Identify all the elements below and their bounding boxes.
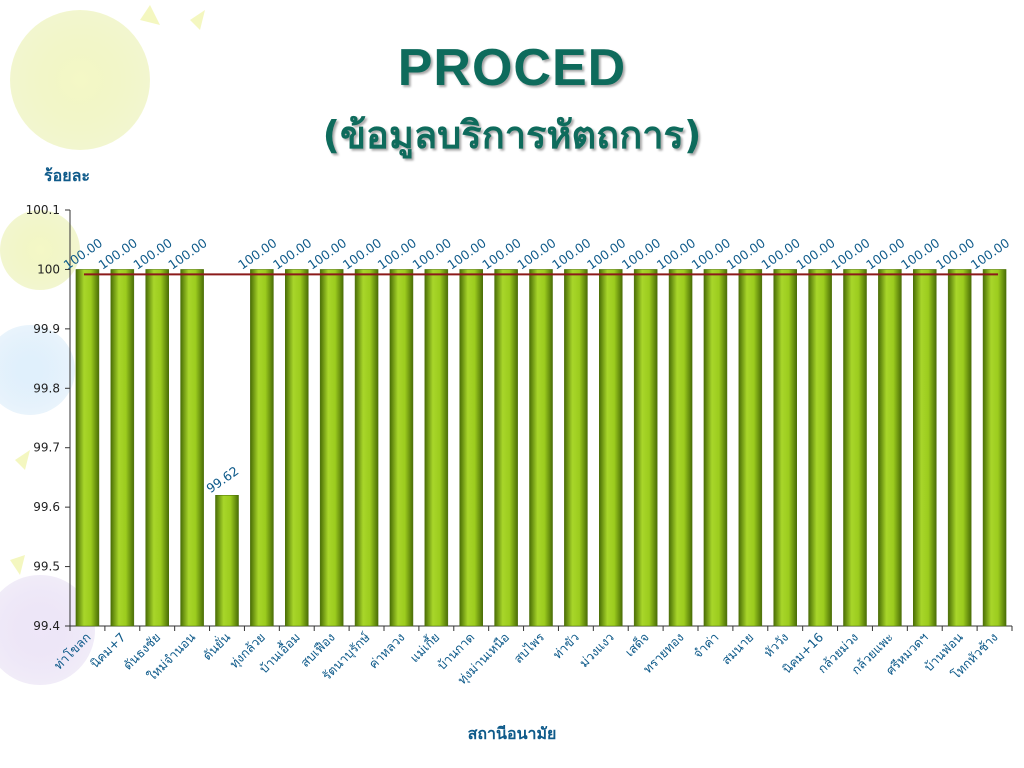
data-label: 100.00 (793, 235, 837, 272)
y-tick-label: 99.6 (33, 500, 60, 514)
y-tick-label: 100.1 (26, 203, 60, 217)
bar (668, 269, 693, 627)
bar (354, 269, 379, 627)
x-tick-label: ม่วงแงว (576, 630, 617, 671)
y-tick-label: 99.9 (33, 322, 60, 336)
data-label: 100.00 (305, 235, 349, 272)
x-tick-label: ท่าโขลก (51, 630, 94, 673)
y-tick-label: 100 (37, 262, 60, 276)
bar (215, 495, 239, 627)
bar (878, 269, 902, 627)
bar (389, 269, 414, 627)
data-label: 100.00 (514, 235, 558, 272)
data-label: 100.00 (235, 235, 279, 272)
bar (110, 269, 135, 627)
bar (599, 269, 623, 627)
data-label: 100.00 (619, 235, 663, 272)
bar (808, 269, 832, 627)
x-tick-label: ท่าขัว (550, 630, 582, 662)
y-tick-label: 99.5 (33, 560, 60, 574)
y-tick-label: 99.8 (33, 381, 60, 395)
data-label: 100.00 (96, 235, 140, 272)
bar (180, 269, 204, 627)
bar (913, 269, 937, 627)
bar (982, 269, 1007, 627)
bar (947, 269, 972, 627)
x-tick-label: ค่าหลวง (366, 630, 408, 672)
x-tick-label: จำค่า (690, 630, 722, 662)
data-label: 99.62 (203, 463, 241, 496)
x-tick-label: หัววัง (761, 630, 792, 661)
data-label: 100.00 (968, 235, 1012, 272)
data-label: 100.00 (828, 235, 872, 272)
bar (319, 269, 344, 627)
data-label: 100.00 (724, 235, 768, 272)
data-label: 100.00 (270, 235, 314, 272)
data-label: 100.00 (758, 235, 802, 272)
bar (843, 269, 867, 627)
chart-bars (75, 269, 1007, 627)
data-label: 100.00 (654, 235, 698, 272)
data-label: 100.00 (584, 235, 628, 272)
bar (285, 269, 309, 627)
data-label: 100.00 (130, 235, 174, 272)
x-tick-label: เสด็จ (622, 630, 652, 660)
data-label: 100.00 (479, 235, 523, 272)
y-tick-label: 99.7 (33, 441, 60, 455)
bar (459, 269, 483, 627)
data-label: 100.00 (549, 235, 593, 272)
bar (773, 269, 797, 627)
bar (738, 269, 763, 627)
data-label: 100.00 (689, 235, 733, 272)
data-label: 100.00 (165, 235, 209, 272)
data-label: 100.00 (898, 235, 942, 272)
bar (494, 269, 518, 627)
data-label: 100.00 (863, 235, 907, 272)
data-label: 100.00 (410, 235, 454, 272)
x-tick-label: สบไพร (510, 629, 547, 666)
y-axis-label: ร้อยละ (44, 166, 90, 185)
bar (703, 269, 728, 627)
data-label: 100.00 (340, 235, 384, 272)
data-label: 100.00 (444, 235, 488, 272)
x-axis-label: สถานีอนามัย (467, 724, 557, 743)
bar (633, 269, 658, 627)
page-subtitle: (ข้อมูลบริการหัตถการ) (322, 113, 702, 157)
data-label: 100.00 (933, 235, 977, 272)
y-tick-label: 99.4 (33, 619, 60, 633)
bar (145, 269, 169, 627)
data-label: 100.00 (375, 235, 419, 272)
data-label: 100.00 (61, 235, 105, 272)
x-tick-label: สมนาย (718, 630, 756, 668)
bar (529, 269, 553, 627)
page-title: PROCED (397, 39, 627, 97)
bar (250, 269, 274, 627)
bar (75, 269, 100, 627)
bar (564, 269, 588, 627)
bar (424, 269, 449, 627)
